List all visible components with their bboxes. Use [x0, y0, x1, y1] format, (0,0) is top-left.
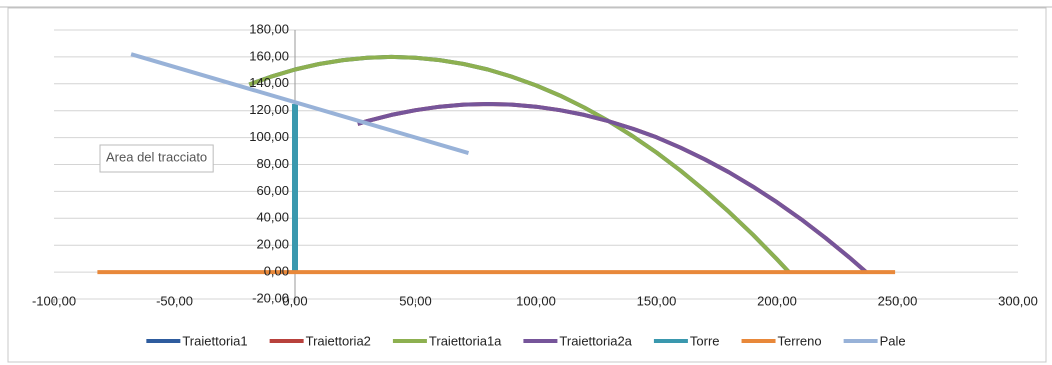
y-tick-label: -20,00: [252, 290, 289, 305]
chart-frame: [7, 7, 1047, 363]
legend-item: Traiettoria1a: [392, 333, 502, 348]
x-tick-label: 50,00: [399, 293, 432, 308]
y-tick-label: 140,00: [249, 75, 289, 90]
legend-item: Terreno: [741, 333, 822, 348]
series-line: [248, 54, 791, 274]
y-tick-label: 40,00: [256, 210, 289, 225]
series-line: [357, 102, 868, 274]
x-tick-label: 250,00: [878, 293, 918, 308]
x-tick-label: -100,00: [32, 293, 76, 308]
legend-label: Traiettoria2a: [559, 333, 632, 348]
y-tick-label: 120,00: [249, 102, 289, 117]
x-tick-label: 0,00: [282, 293, 307, 308]
x-tick-label: -50,00: [156, 293, 193, 308]
legend-label: Torre: [690, 333, 720, 348]
legend-item: Traiettoria1: [146, 333, 248, 348]
legend-item: Pale: [843, 333, 906, 348]
y-tick-label: 160,00: [249, 48, 289, 63]
legend-label: Traiettoria2: [306, 333, 371, 348]
legend-label: Pale: [880, 333, 906, 348]
legend-label: Traiettoria1a: [429, 333, 502, 348]
legend-item: Torre: [653, 333, 720, 348]
legend-label: Traiettoria1: [182, 333, 247, 348]
y-tick-label: 100,00: [249, 129, 289, 144]
series-line: [130, 52, 470, 156]
y-tick-label: 60,00: [256, 183, 289, 198]
annotation: Area del tracciato: [106, 149, 207, 164]
legend-item: Traiettoria2: [269, 333, 371, 348]
y-tick-label: 80,00: [256, 156, 289, 171]
x-tick-label: 200,00: [757, 293, 797, 308]
legend-item: Traiettoria2a: [523, 333, 633, 348]
x-tick-label: 100,00: [516, 293, 556, 308]
x-tick-label: 300,00: [998, 293, 1038, 308]
y-tick-label: 0,00: [264, 264, 289, 279]
x-tick-label: 150,00: [637, 293, 677, 308]
y-tick-label: 180,00: [249, 21, 289, 36]
annotation-box: [99, 144, 214, 173]
y-tick-label: 20,00: [256, 237, 289, 252]
legend-label: Terreno: [778, 333, 822, 348]
